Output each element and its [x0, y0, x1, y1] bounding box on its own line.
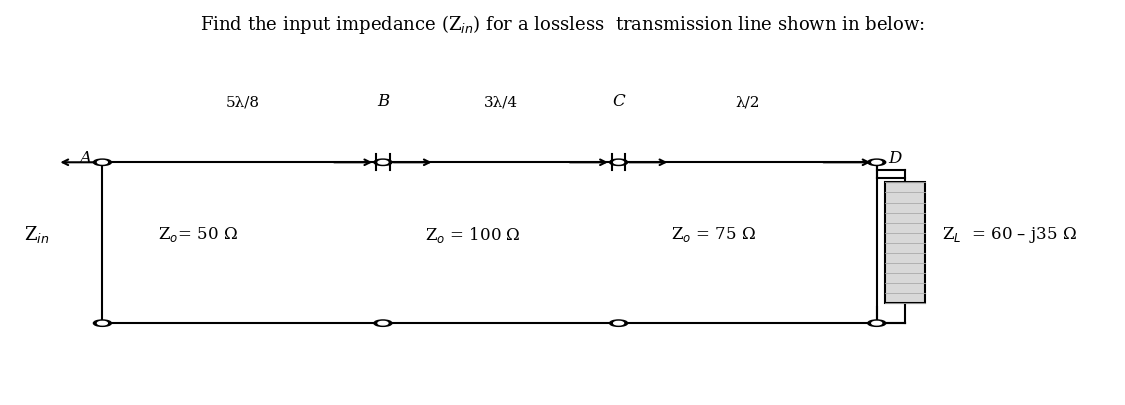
Circle shape	[374, 159, 391, 166]
Text: λ/2: λ/2	[736, 96, 759, 110]
Text: Z$_o$= 50 Ω: Z$_o$= 50 Ω	[158, 225, 237, 244]
Circle shape	[93, 159, 111, 166]
Circle shape	[613, 322, 623, 325]
Circle shape	[374, 320, 391, 326]
Circle shape	[378, 322, 388, 325]
Circle shape	[93, 320, 111, 326]
Circle shape	[867, 159, 885, 166]
Text: A: A	[79, 150, 91, 167]
Circle shape	[378, 160, 388, 164]
Circle shape	[613, 160, 623, 164]
Circle shape	[867, 320, 885, 326]
Circle shape	[872, 322, 882, 325]
Text: Z$_{in}$: Z$_{in}$	[24, 224, 50, 245]
Text: D: D	[888, 150, 901, 167]
Text: Z$_o$ = 100 Ω: Z$_o$ = 100 Ω	[425, 225, 521, 245]
Circle shape	[98, 160, 107, 164]
Circle shape	[610, 320, 628, 326]
Text: 5λ/8: 5λ/8	[226, 96, 260, 110]
Text: Z$_L$  = 60 – j35 Ω: Z$_L$ = 60 – j35 Ω	[942, 225, 1077, 245]
Text: Z$_o$ = 75 Ω: Z$_o$ = 75 Ω	[672, 225, 756, 244]
Circle shape	[872, 160, 882, 164]
Circle shape	[610, 159, 628, 166]
Text: C: C	[612, 93, 626, 110]
Text: B: B	[377, 93, 389, 110]
Text: Find the input impedance (Z$_{in}$) for a lossless  transmission line shown in b: Find the input impedance (Z$_{in}$) for …	[200, 13, 925, 36]
Bar	[884, 182, 925, 303]
Circle shape	[98, 322, 107, 325]
Text: 3λ/4: 3λ/4	[484, 96, 518, 110]
